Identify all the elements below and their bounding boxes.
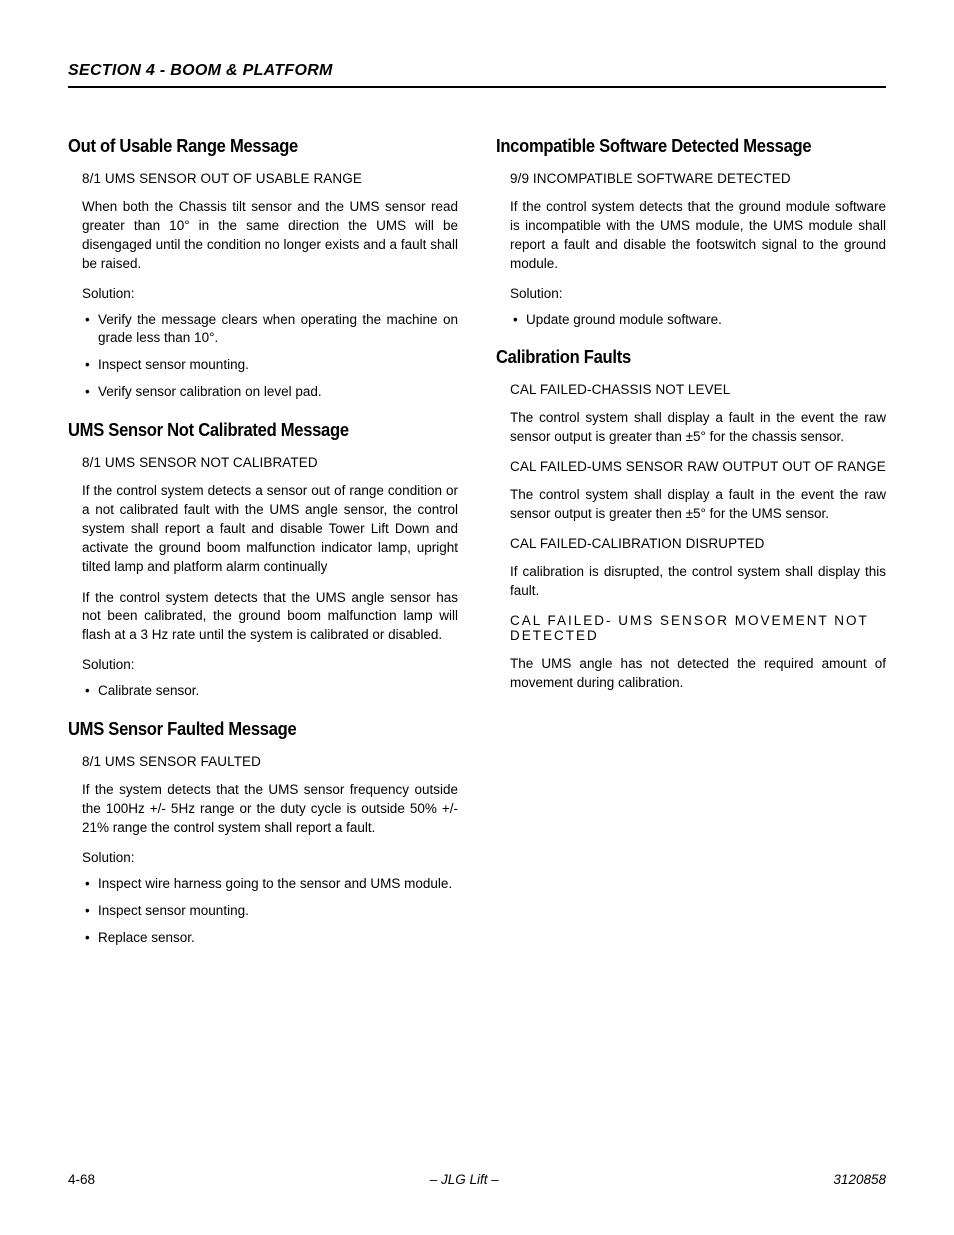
list-item: Verify sensor calibration on level pad. bbox=[82, 383, 458, 402]
list-item: Verify the message clears when operating… bbox=[82, 311, 458, 349]
list-item: Calibrate sensor. bbox=[82, 682, 458, 701]
paragraph: If the control system detects a sensor o… bbox=[82, 482, 458, 576]
fault-code: CAL FAILED-CHASSIS NOT LEVEL bbox=[510, 382, 886, 397]
fault-code: 8/1 UMS SENSOR FAULTED bbox=[82, 754, 458, 769]
fault-code: CAL FAILED-UMS SENSOR RAW OUTPUT OUT OF … bbox=[510, 459, 886, 474]
list-item: Update ground module software. bbox=[510, 311, 886, 330]
heading-not-calibrated: UMS Sensor Not Calibrated Message bbox=[68, 420, 427, 441]
heading-incompatible-software: Incompatible Software Detected Message bbox=[496, 136, 855, 157]
heading-sensor-faulted: UMS Sensor Faulted Message bbox=[68, 719, 427, 740]
solution-list: Inspect wire harness going to the sensor… bbox=[82, 875, 458, 948]
list-item: Inspect sensor mounting. bbox=[82, 356, 458, 375]
fault-code: 8/1 UMS SENSOR OUT OF USABLE RANGE bbox=[82, 171, 458, 186]
heading-calibration-faults: Calibration Faults bbox=[496, 347, 855, 368]
footer-title: – JLG Lift – bbox=[430, 1172, 499, 1187]
solution-label: Solution: bbox=[82, 286, 458, 301]
heading-out-of-range: Out of Usable Range Message bbox=[68, 136, 427, 157]
page-number: 4-68 bbox=[68, 1172, 95, 1187]
solution-list: Update ground module software. bbox=[510, 311, 886, 330]
document-number: 3120858 bbox=[833, 1172, 886, 1187]
fault-code: 9/9 INCOMPATIBLE SOFTWARE DETECTED bbox=[510, 171, 886, 186]
left-column: Out of Usable Range Message 8/1 UMS SENS… bbox=[68, 136, 458, 965]
fault-code: CAL FAILED- UMS SENSOR MOVEMENT NOT DETE… bbox=[510, 613, 886, 643]
solution-label: Solution: bbox=[510, 286, 886, 301]
fault-code: 8/1 UMS SENSOR NOT CALIBRATED bbox=[82, 455, 458, 470]
solution-label: Solution: bbox=[82, 657, 458, 672]
list-item: Replace sensor. bbox=[82, 929, 458, 948]
solution-list: Verify the message clears when operating… bbox=[82, 311, 458, 403]
page-footer: 4-68 – JLG Lift – 3120858 bbox=[68, 1172, 886, 1187]
paragraph: If the control system detects that the U… bbox=[82, 589, 458, 646]
paragraph: If the system detects that the UMS senso… bbox=[82, 781, 458, 838]
paragraph: When both the Chassis tilt sensor and th… bbox=[82, 198, 458, 274]
fault-code: CAL FAILED-CALIBRATION DISRUPTED bbox=[510, 536, 886, 551]
solution-label: Solution: bbox=[82, 850, 458, 865]
paragraph: If the control system detects that the g… bbox=[510, 198, 886, 274]
section-header: SECTION 4 - BOOM & PLATFORM bbox=[68, 62, 886, 88]
paragraph: The UMS angle has not detected the requi… bbox=[510, 655, 886, 693]
content-columns: Out of Usable Range Message 8/1 UMS SENS… bbox=[68, 136, 886, 965]
paragraph: The control system shall display a fault… bbox=[510, 486, 886, 524]
right-column: Incompatible Software Detected Message 9… bbox=[496, 136, 886, 965]
list-item: Inspect wire harness going to the sensor… bbox=[82, 875, 458, 894]
solution-list: Calibrate sensor. bbox=[82, 682, 458, 701]
list-item: Inspect sensor mounting. bbox=[82, 902, 458, 921]
paragraph: The control system shall display a fault… bbox=[510, 409, 886, 447]
paragraph: If calibration is disrupted, the control… bbox=[510, 563, 886, 601]
